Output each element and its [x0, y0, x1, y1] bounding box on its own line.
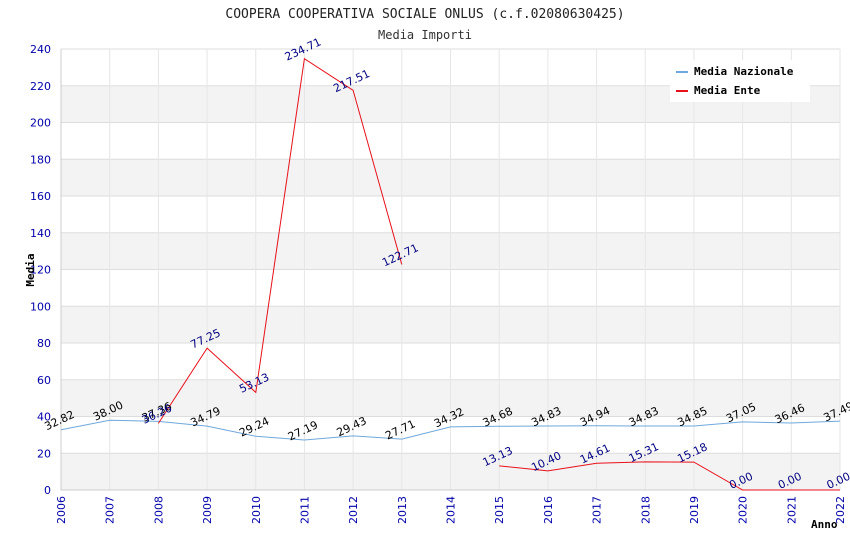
legend-label-media-nazionale: Media Nazionale	[694, 65, 794, 78]
gridlines	[60, 48, 841, 491]
y-tick-label: 200	[30, 117, 51, 130]
x-tick-label: 2006	[55, 496, 68, 524]
x-tick-label: 2010	[250, 496, 263, 524]
x-tick-label: 2008	[152, 496, 165, 524]
x-tick-label: 2018	[639, 496, 652, 524]
y-tick-label: 60	[37, 374, 51, 387]
series-line-media-ente	[499, 461, 840, 491]
y-tick-labels: 0 20 40 60 80 100 120 140 160 180 200 220 240	[30, 43, 51, 497]
x-tick-label: 2011	[298, 496, 311, 524]
x-tick-label: 2013	[396, 496, 409, 524]
x-tick-label: 2015	[493, 496, 506, 524]
y-tick-label: 80	[37, 337, 51, 350]
x-tick-label: 2016	[542, 496, 555, 524]
y-tick-label: 220	[30, 80, 51, 93]
x-axis-label: Anno	[811, 518, 838, 531]
y-tick-label: 40	[37, 411, 51, 424]
y-tick-label: 100	[30, 300, 51, 313]
series-lines	[60, 57, 841, 491]
series-line-media-ente	[157, 57, 403, 424]
x-tick-label: 2017	[591, 496, 604, 524]
x-tick-label: 2019	[688, 496, 701, 524]
legend-box	[670, 60, 810, 102]
y-tick-label: 240	[30, 43, 51, 56]
chart-title: COOPERA COOPERATIVA SOCIALE ONLUS (c.f.0…	[225, 7, 624, 22]
y-axis-label: Media	[24, 253, 37, 286]
x-tick-label: 2014	[445, 496, 458, 524]
y-tick-label: 140	[30, 227, 51, 240]
y-tick-label: 120	[30, 264, 51, 277]
chart-subtitle: Media Importi	[378, 28, 472, 42]
x-tick-label: 2007	[104, 496, 117, 524]
x-tick-label: 2020	[737, 496, 750, 524]
x-tick-label: 2009	[201, 496, 214, 524]
y-tick-label: 160	[30, 190, 51, 203]
legend-label-media-ente: Media Ente	[694, 84, 761, 97]
y-tick-label: 0	[44, 484, 51, 497]
x-tick-labels: 2006 2007 2008 2009 2010 2011 2012 2013 2014 2015…	[55, 496, 847, 524]
x-tick-label: 2012	[347, 496, 360, 524]
y-tick-label: 20	[37, 447, 51, 460]
x-tick-label: 2022	[834, 496, 847, 524]
series-line-media-nazionale	[60, 419, 841, 441]
y-tick-label: 180	[30, 153, 51, 166]
legend: Media Nazionale Media Ente	[670, 60, 810, 102]
x-tick-label: 2021	[785, 496, 798, 524]
